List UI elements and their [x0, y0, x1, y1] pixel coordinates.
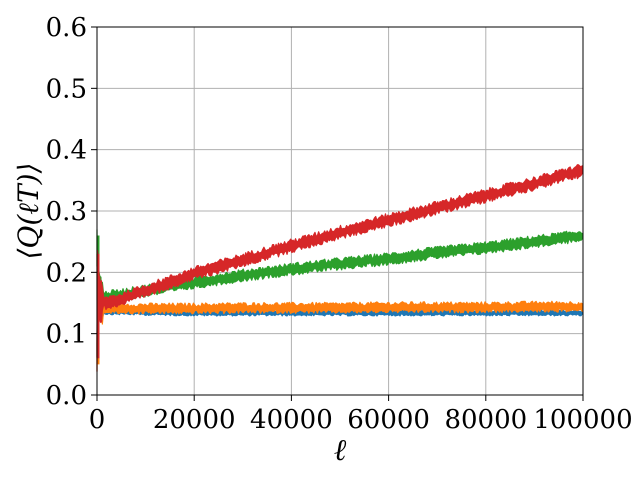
y-tick-label: 0.1 — [46, 320, 87, 350]
y-tick-label: 0.5 — [46, 74, 87, 104]
x-tick-label: 60000 — [347, 405, 430, 435]
series-line — [96, 164, 583, 373]
y-tick-label: 0.0 — [46, 381, 87, 411]
y-tick-label: 0.2 — [46, 258, 87, 288]
series-band — [96, 228, 583, 315]
x-tick-label: 0 — [89, 405, 106, 435]
series-band — [96, 251, 583, 372]
ticks: 0 20000 40000 60000 80000 100000 0.0 0.1 0.2 0.3 0… — [46, 13, 633, 435]
grid — [96, 26, 584, 396]
series-band — [96, 164, 583, 373]
x-tick-label: 20000 — [153, 405, 236, 435]
x-axis-label: ℓ — [334, 433, 347, 468]
series-line — [96, 228, 583, 315]
y-axis-label: ⟨Q(ℓT)⟩ — [12, 163, 45, 260]
series-group — [96, 164, 583, 373]
x-tick-label: 100000 — [533, 405, 632, 435]
y-tick-label: 0.3 — [46, 197, 87, 227]
x-tick-label: 80000 — [444, 405, 527, 435]
y-tick-label: 0.6 — [46, 13, 87, 43]
x-tick-label: 40000 — [250, 405, 333, 435]
y-tick-label: 0.4 — [46, 136, 87, 166]
